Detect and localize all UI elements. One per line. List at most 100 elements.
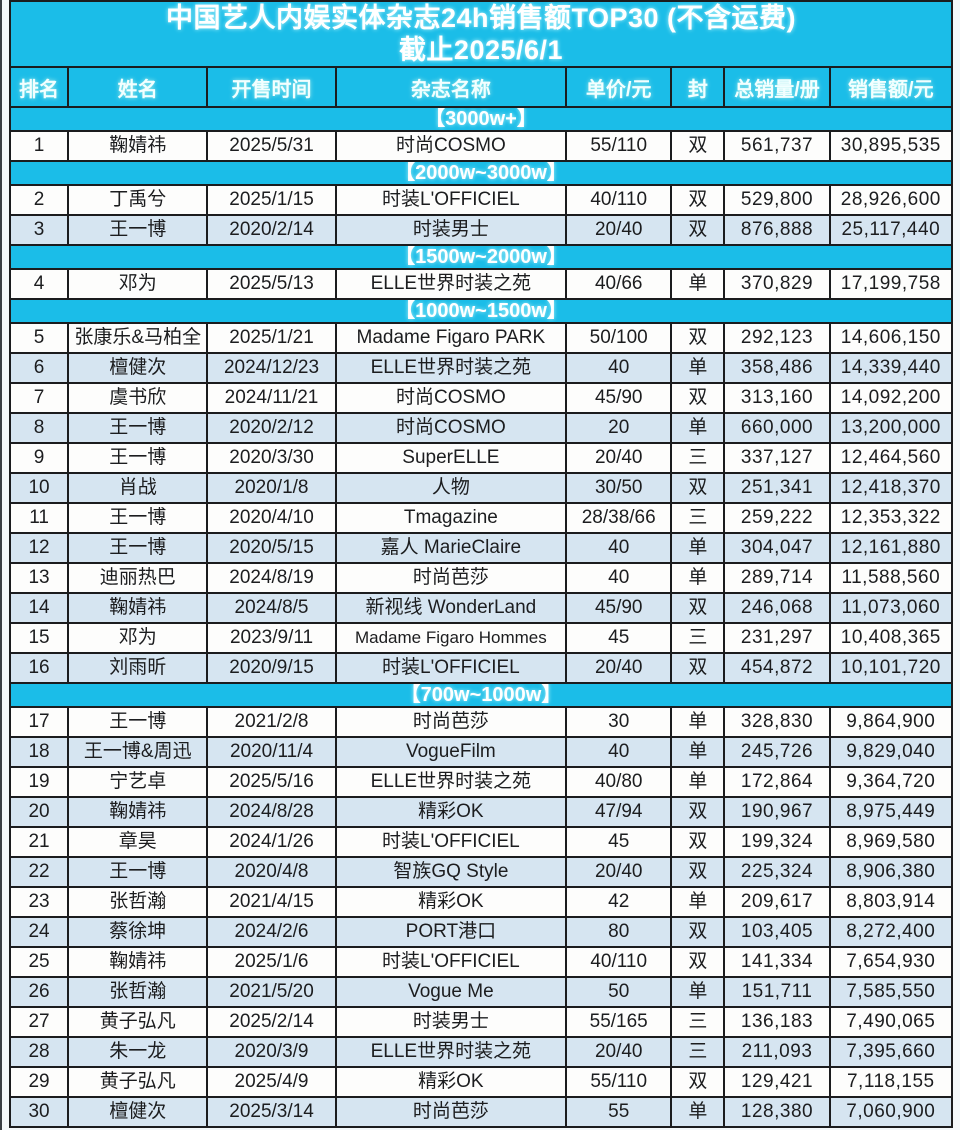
price-cell: 42 <box>565 886 673 918</box>
name-cell: 王一博 <box>67 412 209 444</box>
name-cell: 张哲瀚 <box>67 886 209 918</box>
price-cell: 50 <box>565 976 673 1008</box>
name-cell: 黄子弘凡 <box>67 1006 209 1038</box>
column-header-date: 开售时间 <box>206 66 337 108</box>
name-cell: 檀健次 <box>67 1096 209 1128</box>
price-cell: 55/165 <box>565 1006 673 1038</box>
name-cell: 章昊 <box>67 826 209 858</box>
column-header-name: 姓名 <box>67 66 209 108</box>
date-cell: 2024/12/23 <box>206 352 337 384</box>
section-band: 【1500w~2000w】 <box>9 244 953 270</box>
column-header-rank: 排名 <box>8 66 70 108</box>
rank-cell: 29 <box>8 1066 70 1098</box>
price-cell: 40 <box>565 562 673 594</box>
magazine-cell: PORT港口 <box>334 916 568 948</box>
table-row: 1 鞠婧祎 2025/5/31 时尚COSMO 55/110 双 561,737 30,895… <box>8 130 954 162</box>
table-row: 24 蔡徐坤 2024/2/6 PORT港口 80 双 103,405 8,272,400 <box>8 916 954 948</box>
revenue-cell: 12,464,560 <box>828 442 954 474</box>
name-cell: 王一博 <box>67 856 209 888</box>
name-cell: 鞠婧祎 <box>67 946 209 978</box>
table-row: 26 张哲瀚 2021/5/20 Vogue Me 50 单 151,711 7,585,55… <box>8 976 954 1008</box>
date-cell: 2024/8/5 <box>206 592 337 624</box>
cover-cell: 双 <box>670 130 726 162</box>
cover-cell: 单 <box>670 412 726 444</box>
sales-cell: 199,324 <box>723 826 831 858</box>
section-label: 【1500w~2000w】 <box>9 244 953 270</box>
date-cell: 2025/2/14 <box>206 1006 337 1038</box>
date-cell: 2025/1/6 <box>206 946 337 978</box>
magazine-cell: 时装男士 <box>334 1006 568 1038</box>
magazine-cell: ELLE世界时装之苑 <box>334 352 568 384</box>
price-cell: 20/40 <box>565 442 673 474</box>
cover-cell: 单 <box>670 268 726 300</box>
rank-cell: 18 <box>8 736 70 768</box>
name-cell: 邓为 <box>67 268 209 300</box>
revenue-cell: 7,490,065 <box>828 1006 954 1038</box>
sales-cell: 190,967 <box>723 796 831 828</box>
sales-cell: 211,093 <box>723 1036 831 1068</box>
rank-cell: 25 <box>8 946 70 978</box>
price-cell: 40/110 <box>565 184 673 216</box>
rank-cell: 30 <box>8 1096 70 1128</box>
cover-cell: 三 <box>670 502 726 534</box>
magazine-cell: 时装L'OFFICIEL <box>334 184 568 216</box>
rank-cell: 27 <box>8 1006 70 1038</box>
cover-cell: 单 <box>670 532 726 564</box>
section-label: 【700w~1000w】 <box>9 682 953 708</box>
sales-cell: 246,068 <box>723 592 831 624</box>
price-cell: 50/100 <box>565 322 673 354</box>
date-cell: 2023/9/11 <box>206 622 337 654</box>
cover-cell: 三 <box>670 1036 726 1068</box>
column-header-price: 单价/元 <box>565 66 673 108</box>
magazine-cell: 时尚COSMO <box>334 382 568 414</box>
date-cell: 2024/1/26 <box>206 826 337 858</box>
revenue-cell: 17,199,758 <box>828 268 954 300</box>
revenue-cell: 8,969,580 <box>828 826 954 858</box>
name-cell: 王一博 <box>67 706 209 738</box>
table-row: 21 章昊 2024/1/26 时装L'OFFICIEL 45 双 199,324 8,969… <box>8 826 954 858</box>
name-cell: 鞠婧祎 <box>67 130 209 162</box>
magazine-cell: 嘉人 MarieClaire <box>334 532 568 564</box>
magazine-cell: 时尚芭莎 <box>334 706 568 738</box>
price-cell: 40 <box>565 736 673 768</box>
cover-cell: 双 <box>670 184 726 216</box>
rank-cell: 3 <box>8 214 70 246</box>
title-banner: 中国艺人内娱实体杂志24h销售额TOP30 (不含运费) 截止2025/6/1 <box>9 0 953 68</box>
date-cell: 2020/5/15 <box>206 532 337 564</box>
cover-cell: 双 <box>670 946 726 978</box>
rank-cell: 2 <box>8 184 70 216</box>
date-cell: 2020/4/10 <box>206 502 337 534</box>
revenue-cell: 8,906,380 <box>828 856 954 888</box>
magazine-cell: Madame Figaro PARK <box>334 322 568 354</box>
rank-cell: 4 <box>8 268 70 300</box>
sales-cell: 529,800 <box>723 184 831 216</box>
sales-cell: 304,047 <box>723 532 831 564</box>
revenue-cell: 13,200,000 <box>828 412 954 444</box>
sales-cell: 292,123 <box>723 322 831 354</box>
table-row: 27 黄子弘凡 2025/2/14 时装男士 55/165 三 136,183 7,490,0… <box>8 1006 954 1038</box>
price-cell: 80 <box>565 916 673 948</box>
table-row: 25 鞠婧祎 2025/1/6 时装L'OFFICIEL 40/110 双 141,334 7… <box>8 946 954 978</box>
rank-cell: 6 <box>8 352 70 384</box>
cover-cell: 单 <box>670 562 726 594</box>
sales-cell: 209,617 <box>723 886 831 918</box>
sales-cell: 231,297 <box>723 622 831 654</box>
table-row: 12 王一博 2020/5/15 嘉人 MarieClaire 40 单 304,047 12… <box>8 532 954 564</box>
sales-cell: 129,421 <box>723 1066 831 1098</box>
sales-cell: 103,405 <box>723 916 831 948</box>
sales-ranking-table: 中国艺人内娱实体杂志24h销售额TOP30 (不含运费) 截止2025/6/1 … <box>8 0 954 1128</box>
table-row: 7 虞书欣 2024/11/21 时尚COSMO 45/90 双 313,160 14,092… <box>8 382 954 414</box>
date-cell: 2025/5/16 <box>206 766 337 798</box>
cover-cell: 单 <box>670 976 726 1008</box>
table-row: 5 张康乐&马柏全 2025/1/21 Madame Figaro PARK 50/10… <box>8 322 954 354</box>
sales-cell: 225,324 <box>723 856 831 888</box>
table-row: 19 宁艺卓 2025/5/16 ELLE世界时装之苑 40/80 单 172,864 9,3… <box>8 766 954 798</box>
date-cell: 2025/1/21 <box>206 322 337 354</box>
table-row: 13 迪丽热巴 2024/8/19 时尚芭莎 40 单 289,714 11,588,560 <box>8 562 954 594</box>
name-cell: 刘雨昕 <box>67 652 209 684</box>
magazine-cell: 时尚芭莎 <box>334 1096 568 1128</box>
title-line-2: 截止2025/6/1 <box>398 35 564 65</box>
section-band: 【1000w~1500w】 <box>9 298 953 324</box>
magazine-cell: 智族GQ Style <box>334 856 568 888</box>
section-band: 【3000w+】 <box>9 106 953 132</box>
